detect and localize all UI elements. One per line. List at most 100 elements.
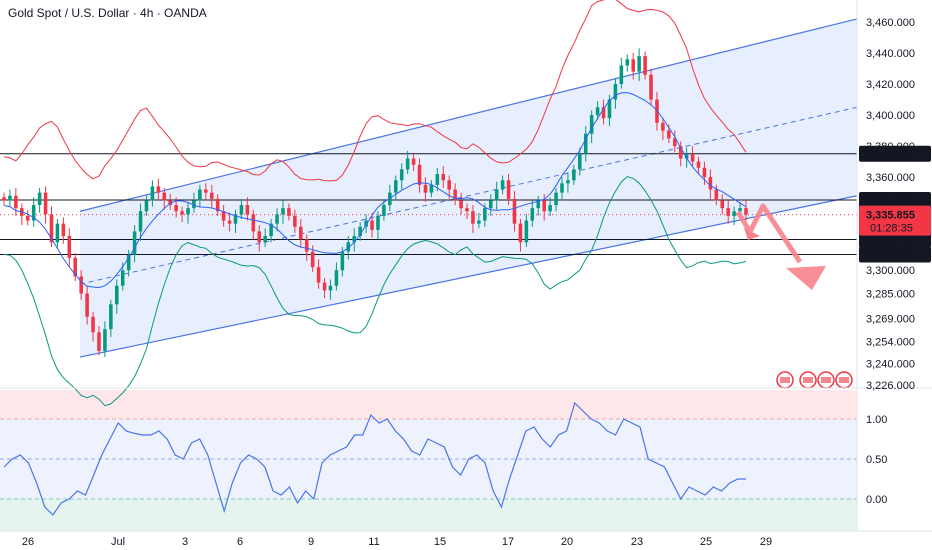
candle xyxy=(31,205,36,221)
candle xyxy=(393,180,398,193)
candle xyxy=(477,220,481,224)
candle xyxy=(299,226,303,240)
candle xyxy=(423,184,428,193)
candle xyxy=(91,316,95,333)
candle xyxy=(578,153,582,170)
event-flag-stripe xyxy=(803,377,813,383)
candle xyxy=(186,208,190,215)
candle xyxy=(518,223,523,243)
channel-lower-line xyxy=(79,195,858,358)
price-tick-label: 3,240.000 xyxy=(866,358,915,370)
projection-path xyxy=(735,203,803,264)
bb-middle-band xyxy=(3,92,747,289)
price-tick-label: 3,420.000 xyxy=(866,79,915,91)
candle xyxy=(144,200,149,212)
candle xyxy=(352,236,357,243)
candle xyxy=(304,239,309,252)
chart-title: Gold Spot / U.S. Dollar · 4h · OANDA xyxy=(8,6,207,20)
candle xyxy=(227,220,232,224)
price-tick-label: 3,285.000 xyxy=(866,288,915,300)
oversold-zone xyxy=(0,499,857,531)
candle xyxy=(215,198,220,212)
current-price-tag xyxy=(859,205,931,236)
candle xyxy=(287,208,291,216)
candle xyxy=(168,200,172,206)
candle xyxy=(637,56,641,72)
candle xyxy=(281,208,285,215)
candle xyxy=(672,138,677,147)
candle xyxy=(132,231,137,255)
candle xyxy=(720,200,725,209)
candle xyxy=(708,177,713,190)
candle xyxy=(364,220,368,227)
candle xyxy=(554,192,558,206)
candle xyxy=(572,169,576,181)
level-tag xyxy=(859,192,931,209)
price-tick-label: 3,254.000 xyxy=(866,337,915,349)
candle xyxy=(429,184,434,193)
candle xyxy=(512,198,517,224)
candle xyxy=(441,174,446,181)
candle xyxy=(251,214,256,232)
candle xyxy=(233,214,238,224)
time-tick-label: 29 xyxy=(760,536,772,548)
candle xyxy=(55,223,60,243)
candle xyxy=(411,158,416,165)
candle xyxy=(370,220,374,230)
candle xyxy=(524,220,529,243)
candle xyxy=(79,276,83,294)
candle xyxy=(2,197,6,201)
candle xyxy=(494,189,499,201)
candle xyxy=(560,183,564,193)
candle xyxy=(376,215,380,230)
candle xyxy=(37,192,42,206)
candle xyxy=(714,189,719,201)
candle xyxy=(120,270,125,286)
candle xyxy=(275,214,279,224)
candle xyxy=(649,74,653,100)
candle xyxy=(405,158,410,170)
candle xyxy=(589,115,594,134)
channel-fill xyxy=(80,18,857,358)
candle xyxy=(126,254,131,271)
candle xyxy=(435,174,440,185)
candle xyxy=(613,84,618,100)
candle xyxy=(8,195,12,201)
candle xyxy=(661,122,665,131)
candle xyxy=(459,200,463,209)
time-tick-label: 9 xyxy=(308,536,314,548)
time-tick-label: 23 xyxy=(631,536,643,548)
candle xyxy=(536,200,541,209)
candle xyxy=(316,267,321,283)
price-tick-label: 3,360.000 xyxy=(866,172,915,184)
candle xyxy=(138,211,143,232)
candle xyxy=(601,107,606,119)
oscillator-tick-label: 0.00 xyxy=(866,494,887,506)
candle xyxy=(732,211,736,216)
candle xyxy=(85,293,89,317)
time-tick-label: 26 xyxy=(22,536,34,548)
candle xyxy=(542,200,546,212)
channel-mid-line xyxy=(79,106,858,285)
price-tick-label: 3,440.000 xyxy=(866,48,915,60)
candle xyxy=(340,251,345,271)
candle xyxy=(726,208,730,216)
bb-upper-band xyxy=(3,0,747,182)
candles xyxy=(2,48,748,358)
candle xyxy=(269,223,273,237)
arrow-head-small xyxy=(744,228,760,240)
candle xyxy=(595,107,600,116)
candle xyxy=(696,161,701,168)
candle xyxy=(631,59,635,72)
candle xyxy=(204,189,208,193)
time-tick-label: 15 xyxy=(434,536,446,548)
candle xyxy=(150,186,155,201)
candle xyxy=(239,205,244,215)
bb-lower-band xyxy=(3,176,747,407)
level-tag-label: 3,375.050 xyxy=(866,149,915,161)
candle xyxy=(702,167,707,178)
candle xyxy=(678,146,683,159)
price-tick-label: 3,400.000 xyxy=(866,110,915,122)
candle xyxy=(625,59,630,66)
